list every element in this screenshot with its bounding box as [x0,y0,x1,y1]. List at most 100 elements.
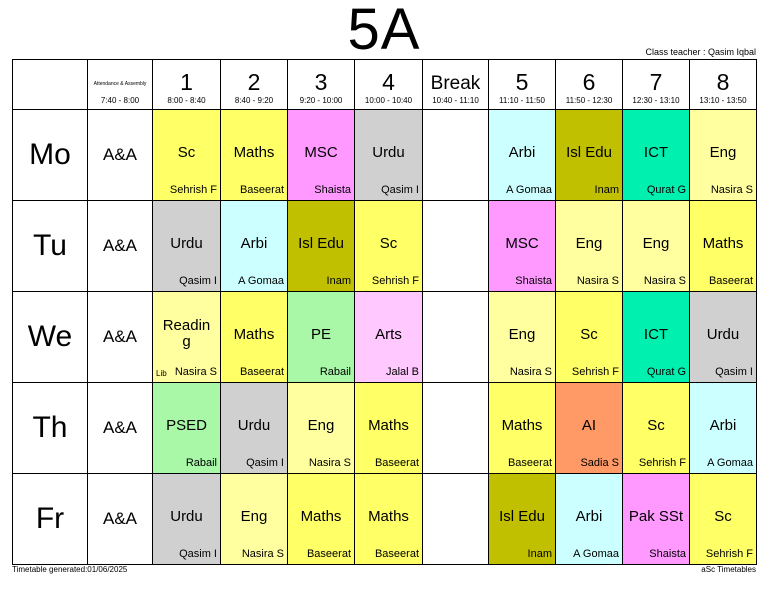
day-label-tu: Tu [13,201,88,292]
lesson-cell: Eng Nasira S [556,201,623,292]
header-period-6: 6 11:50 - 12:30 [556,60,623,110]
lesson-cell: Arbi A Gomaa [690,383,756,474]
period-number: 6 [582,69,596,95]
lesson-cell: ICT Qurat G [623,292,690,383]
lesson-cell: Eng Nasira S [690,110,756,201]
lesson-teacher: Rabail [319,366,351,378]
day-name: We [27,320,73,353]
period-time: 8:40 - 9:20 [234,96,274,105]
lesson-subject: Sc [647,417,665,434]
lesson-teacher: Nasira S [174,366,217,378]
header-period-1: 1 8:00 - 8:40 [153,60,221,110]
lesson-teacher: Qurat G [646,366,686,378]
break-cell [423,474,489,564]
assembly-cell: A&A [88,292,153,383]
lesson-cell: Pak SSt Shaista [623,474,690,564]
period-time: 9:20 - 10:00 [299,96,343,105]
lesson-teacher: Nasira S [509,366,552,378]
break-cell [423,110,489,201]
period-time: 10:00 - 10:40 [364,96,413,105]
lesson-cell: Isl Edu Inam [556,110,623,201]
lesson-teacher: Nasira S [710,184,753,196]
lesson-cell: Eng Nasira S [288,383,355,474]
lesson-subject: ICT [643,144,669,161]
lesson-subject: Sc [714,508,732,525]
lesson-cell: Maths Baseerat [288,474,355,564]
day-name: Th [32,411,68,444]
lesson-subject: Maths [368,417,409,434]
lesson-cell: Eng Nasira S [623,201,690,292]
assembly-header-time: 7:40 - 8:00 [100,96,140,105]
lesson-subject: Eng [508,326,536,343]
period-number: 7 [649,69,663,95]
lesson-cell: Readin g Nasira S Lib [153,292,221,383]
lesson-teacher: Sehrish F [371,275,419,287]
lesson-cell: MSC Shaista [288,110,355,201]
period-number: 8 [716,69,730,95]
lesson-teacher: Qurat G [646,184,686,196]
lesson-cell: Sc Sehrish F [153,110,221,201]
lesson-subject: Urdu [237,417,271,434]
lesson-subject: Pak SSt [628,508,684,525]
lesson-cell: PSED Rabail [153,383,221,474]
lesson-subject: Sc [580,326,598,343]
day-label-we: We [13,292,88,383]
lesson-cell: Eng Nasira S [221,474,288,564]
lesson-cell: Sc Sehrish F [690,474,756,564]
assembly-label: A&A [102,418,138,437]
day-label-fr: Fr [13,474,88,564]
header-period-8: 8 13:10 - 13:50 [690,60,756,110]
break-cell [423,383,489,474]
lesson-cell: Maths Baseerat [489,383,556,474]
lesson-cell: Arbi A Gomaa [489,110,556,201]
lesson-teacher: Baseerat [708,275,753,287]
header-period-5: 5 11:10 - 11:50 [489,60,556,110]
class-teacher-label: Class teacher : Qasim Iqbal [645,47,756,57]
lesson-teacher: Qasim I [715,366,753,378]
lesson-subject: Urdu [372,144,405,161]
lesson-teacher: Qasim I [381,184,419,196]
period-number: 4 [382,69,395,95]
assembly-header-label: Attendance & Assembly [93,81,147,87]
period-time: 8:00 - 8:40 [167,96,206,105]
timetable-title: 5A [347,0,421,62]
assembly-label: A&A [102,145,138,164]
lesson-subject: Sc [177,144,196,161]
lesson-cell: Sc Sehrish F [355,201,423,292]
lesson-cell: Isl Edu Inam [288,201,355,292]
period-time: 11:10 - 11:50 [499,96,545,105]
lesson-subject: Eng [642,235,670,252]
lesson-subject: MSC [505,235,539,252]
lesson-subject: Isl Edu [566,144,612,161]
lesson-teacher: A Gomaa [573,548,619,560]
assembly-label: A&A [102,236,138,255]
lesson-subject: Arbi [709,417,737,434]
lesson-subject: Urdu [706,326,740,343]
lesson-subject: Isl Edu [298,235,344,252]
lesson-teacher: Sehrish F [638,457,686,469]
day-name: Mo [29,138,71,171]
lesson-teacher: Qasim I [246,457,284,469]
lesson-teacher: Nasira S [643,275,686,287]
lesson-cell: Urdu Qasim I [221,383,288,474]
day-name: Fr [35,502,65,535]
header-period-3: 3 9:20 - 10:00 [288,60,355,110]
lesson-cell: Urdu Qasim I [690,292,756,383]
lesson-cell: Maths Baseerat [355,474,423,564]
lesson-subject: Maths [702,235,744,252]
lesson-cell: Maths Baseerat [221,292,288,383]
lesson-cell: Maths Baseerat [221,110,288,201]
period-number: 1 [180,69,193,95]
lesson-cell: MSC Shaista [489,201,556,292]
lesson-cell: Arbi A Gomaa [556,474,623,564]
lesson-subject: Arbi [240,235,268,252]
lesson-subject: AI [581,417,597,434]
lesson-teacher: Baseerat [239,184,284,196]
lesson-cell: Urdu Qasim I [153,474,221,564]
period-time: 12:30 - 13:10 [632,96,680,105]
lesson-teacher: Sehrish F [169,184,217,196]
lesson-subject: Maths [300,508,342,525]
lesson-cell: Isl Edu Inam [489,474,556,564]
lesson-teacher: Jalal B [385,366,419,378]
lesson-subject: Urdu [170,508,203,525]
